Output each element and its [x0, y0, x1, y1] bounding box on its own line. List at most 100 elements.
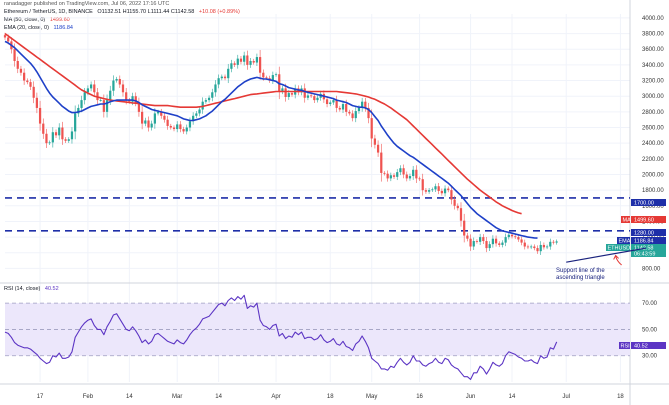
candle-body — [134, 96, 137, 103]
time-axis-label-3: Mar — [172, 394, 182, 400]
time-axis-label-10: 14 — [509, 394, 516, 400]
candle-body — [214, 84, 217, 93]
candle-body — [255, 57, 259, 63]
candle-body — [99, 100, 102, 101]
candle-body — [35, 97, 39, 108]
candle-49 — [160, 108, 163, 119]
symbol-name: Ethereum / TetherUS, 1D, BINANCE — [4, 9, 93, 15]
ema-label: EMA (20, close, 0) — [4, 25, 49, 31]
price-axis-label-5: 3000.00 — [642, 94, 664, 100]
candle-body — [421, 179, 424, 191]
candle-76 — [246, 50, 249, 70]
candle-body — [233, 63, 236, 65]
candle-body — [258, 57, 262, 73]
candle-body — [147, 120, 150, 128]
ma-tag-value: 1499.60 — [634, 218, 654, 224]
candle-body — [536, 248, 539, 252]
candle-body — [431, 189, 434, 191]
candle-body — [7, 37, 10, 42]
ma-tag-bg — [631, 216, 666, 223]
candle-body — [121, 84, 125, 93]
ohlc-values: O1132.51 H1155.70 L1111.44 C1142.58 — [97, 9, 195, 15]
candle-68 — [220, 74, 223, 81]
candle-168 — [539, 241, 542, 255]
candle-body — [539, 244, 542, 252]
candle-97 — [313, 93, 316, 104]
rsi-axis-label-0: 70.00 — [642, 301, 658, 307]
candle-body — [412, 169, 415, 177]
ema-tag-value: 1186.84 — [634, 239, 653, 245]
candle-165 — [530, 244, 533, 250]
candle-body — [156, 111, 160, 114]
price-axis-label-6: 2800.00 — [642, 110, 664, 116]
candle-body — [290, 93, 294, 95]
candle-body — [526, 246, 530, 248]
level-1700-tag: 1700.00 — [634, 201, 654, 207]
drawings[interactable]: Support line of the ascending triangle — [556, 247, 647, 281]
candle-130 — [418, 176, 421, 182]
support-trendline[interactable] — [566, 247, 647, 263]
time-axis-label-11: Jul — [562, 394, 570, 400]
candle-body — [166, 119, 169, 126]
candle-body — [115, 78, 118, 81]
horizontal-levels[interactable] — [5, 197, 630, 232]
candle-32 — [105, 94, 109, 118]
candle-170 — [545, 244, 549, 250]
candle-140 — [450, 185, 453, 205]
candle-28 — [93, 80, 96, 97]
candle-body — [376, 144, 380, 153]
candle-132 — [424, 188, 428, 194]
candle-60 — [195, 111, 198, 119]
candle-body — [125, 92, 128, 101]
candle-27 — [89, 81, 93, 92]
time-axis-label-5: Apr — [271, 394, 280, 400]
candle-body — [102, 100, 105, 112]
candle-42 — [137, 97, 141, 117]
candle-body — [112, 80, 115, 91]
candle-body — [265, 77, 268, 79]
candle-body — [418, 178, 421, 180]
candle-131 — [421, 173, 424, 196]
candle-113 — [364, 97, 367, 112]
candle-body — [380, 152, 383, 173]
candle-body — [389, 175, 392, 179]
candle-122 — [392, 173, 396, 179]
price-axis-label-16: 800.00 — [642, 266, 661, 272]
candle-body — [74, 113, 77, 132]
candle-body — [131, 96, 134, 102]
candle-body — [357, 107, 361, 112]
candle-63 — [204, 98, 208, 104]
candle-61 — [198, 106, 201, 117]
candle-body — [335, 100, 338, 108]
candle-body — [514, 236, 517, 238]
candle-body — [207, 97, 211, 101]
candle-body — [26, 80, 29, 83]
candle-34 — [112, 75, 115, 96]
candle-body — [361, 101, 364, 108]
candle-73 — [236, 54, 239, 69]
candle-161 — [517, 234, 520, 242]
candle-124 — [399, 165, 402, 176]
candle-163 — [523, 239, 526, 250]
candle-19 — [64, 137, 67, 143]
candle-body — [153, 113, 156, 124]
candle-116 — [373, 134, 377, 149]
candle-body — [61, 127, 64, 140]
candle-body — [58, 127, 61, 136]
candle-body — [479, 237, 482, 242]
candle-119 — [383, 171, 386, 176]
candle-112 — [361, 97, 364, 112]
candle-8 — [29, 78, 32, 91]
candle-body — [262, 72, 265, 78]
candle-body — [13, 49, 16, 61]
ema-20-line — [4, 40, 538, 239]
symbol-tag-label-bg — [606, 244, 630, 251]
candle-body — [246, 55, 249, 65]
candle-body — [169, 125, 172, 128]
ema-tag-label: EMA — [619, 239, 631, 245]
candle-body — [160, 111, 163, 116]
candle-169 — [542, 242, 546, 250]
candle-21 — [70, 127, 74, 144]
rsi-axis-label-1: 50.00 — [642, 327, 658, 333]
